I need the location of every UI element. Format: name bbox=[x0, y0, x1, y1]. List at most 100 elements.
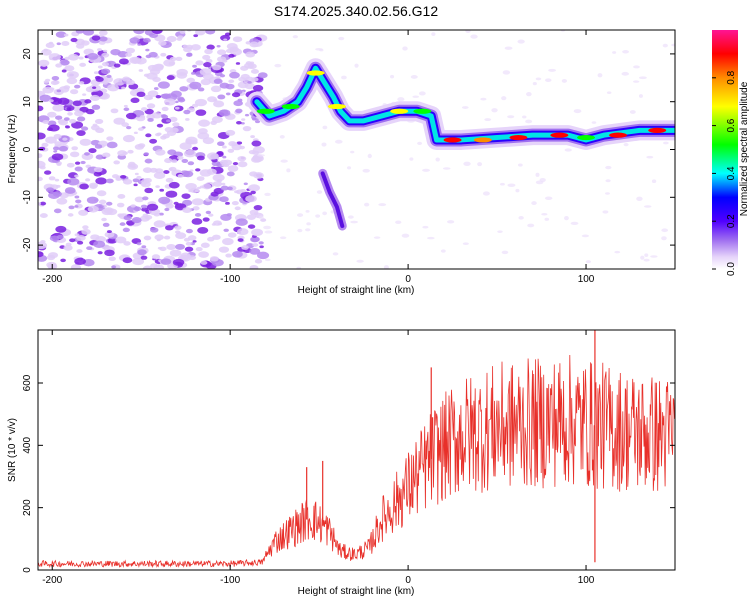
noise-blob bbox=[422, 225, 429, 229]
noise-blob bbox=[182, 207, 192, 214]
noise-blob bbox=[606, 91, 612, 94]
noise-blob bbox=[235, 62, 241, 65]
noise-blob bbox=[151, 30, 163, 35]
noise-blob bbox=[89, 182, 99, 189]
noise-blob bbox=[216, 45, 221, 48]
noise-blob bbox=[646, 155, 654, 159]
noise-blob bbox=[142, 167, 153, 174]
noise-blob bbox=[155, 185, 160, 189]
ridge-core bbox=[254, 65, 675, 143]
noise-blob bbox=[185, 228, 193, 234]
noise-blob bbox=[105, 60, 117, 68]
y-tick-label: -20 bbox=[22, 237, 33, 252]
noise-blob bbox=[185, 118, 190, 121]
ridge-peak bbox=[577, 134, 596, 141]
noise-blob bbox=[90, 94, 100, 101]
noise-blob bbox=[84, 99, 92, 104]
noise-blob bbox=[185, 136, 198, 145]
noise-blob bbox=[94, 144, 103, 149]
noise-blob bbox=[165, 190, 178, 198]
noise-blob bbox=[41, 64, 47, 67]
noise-blob bbox=[47, 127, 53, 132]
noise-blob bbox=[52, 80, 60, 85]
noise-blob bbox=[98, 199, 107, 205]
noise-blob bbox=[170, 90, 182, 98]
noise-blob bbox=[101, 61, 110, 67]
noise-blob bbox=[39, 94, 52, 102]
noise-blob bbox=[636, 196, 643, 201]
noise-blob bbox=[629, 110, 636, 114]
y-tick-label: 600 bbox=[22, 374, 33, 391]
noise-blob bbox=[123, 107, 130, 112]
noise-blob bbox=[195, 109, 207, 116]
noise-blob bbox=[231, 92, 241, 98]
noise-blob bbox=[367, 153, 372, 159]
ridge-peak bbox=[390, 108, 409, 114]
noise-blob bbox=[175, 230, 181, 234]
noise-blob bbox=[133, 206, 142, 212]
noise-blob bbox=[63, 245, 73, 251]
noise-blob bbox=[252, 243, 259, 247]
noise-blob bbox=[183, 109, 191, 115]
signal-ridge bbox=[246, 58, 675, 150]
noise-blob bbox=[38, 59, 50, 67]
noise-blob bbox=[532, 82, 537, 86]
noise-blob bbox=[144, 158, 153, 164]
noise-blob bbox=[106, 201, 113, 206]
noise-blob bbox=[104, 249, 115, 257]
noise-blob bbox=[66, 107, 72, 111]
snr-x-axis-label: Height of straight line (km) bbox=[298, 586, 415, 597]
ridge-peak bbox=[648, 127, 667, 133]
noise-blob bbox=[249, 209, 259, 216]
noise-blob bbox=[171, 159, 178, 164]
colorbar-label: Normalized spectral amplitude bbox=[739, 81, 750, 216]
noise-blob bbox=[192, 206, 200, 211]
noise-blob bbox=[244, 113, 250, 117]
noise-blob bbox=[427, 236, 435, 240]
noise-blob bbox=[254, 259, 263, 264]
noise-blob bbox=[232, 36, 243, 43]
noise-blob bbox=[94, 118, 104, 124]
noise-blob bbox=[279, 236, 287, 240]
noise-blob bbox=[235, 108, 243, 114]
noise-blob bbox=[231, 142, 238, 147]
noise-blob bbox=[633, 65, 640, 69]
noise-blob bbox=[113, 63, 121, 68]
noise-blob bbox=[165, 225, 174, 231]
noise-blob bbox=[38, 105, 44, 112]
noise-blob bbox=[222, 145, 227, 149]
noise-blob bbox=[140, 255, 148, 260]
x-tick-label: -200 bbox=[42, 274, 62, 285]
noise-blob bbox=[151, 112, 163, 119]
noise-blob bbox=[176, 72, 188, 79]
snr-frame bbox=[37, 329, 676, 571]
noise-blob bbox=[253, 204, 263, 211]
noise-blob bbox=[257, 154, 265, 157]
noise-blob bbox=[242, 126, 252, 132]
noise-blob bbox=[237, 228, 249, 236]
noise-blob bbox=[137, 143, 146, 148]
noise-blob bbox=[207, 236, 215, 242]
noise-blob bbox=[74, 205, 79, 208]
noise-blob bbox=[191, 218, 203, 225]
noise-blob bbox=[194, 98, 208, 107]
noise-blob bbox=[63, 85, 71, 90]
noise-blob bbox=[177, 96, 185, 101]
noise-blob bbox=[213, 78, 223, 84]
noise-blob bbox=[237, 161, 248, 168]
noise-blob bbox=[461, 106, 469, 109]
noise-blob bbox=[207, 152, 219, 160]
noise-blob bbox=[125, 112, 137, 120]
noise-blob bbox=[225, 253, 232, 258]
noise-blob bbox=[125, 52, 132, 57]
noise-blob bbox=[77, 116, 86, 122]
spectrogram-x-axis-label: Height of straight line (km) bbox=[298, 285, 415, 296]
noise-blob bbox=[227, 165, 239, 172]
noise-blob bbox=[189, 81, 202, 90]
noise-blob bbox=[99, 36, 108, 42]
noise-blob bbox=[614, 250, 621, 254]
noise-blob bbox=[75, 30, 84, 34]
noise-blob bbox=[123, 241, 131, 246]
noise-blob bbox=[223, 38, 228, 41]
noise-blob bbox=[113, 160, 120, 165]
